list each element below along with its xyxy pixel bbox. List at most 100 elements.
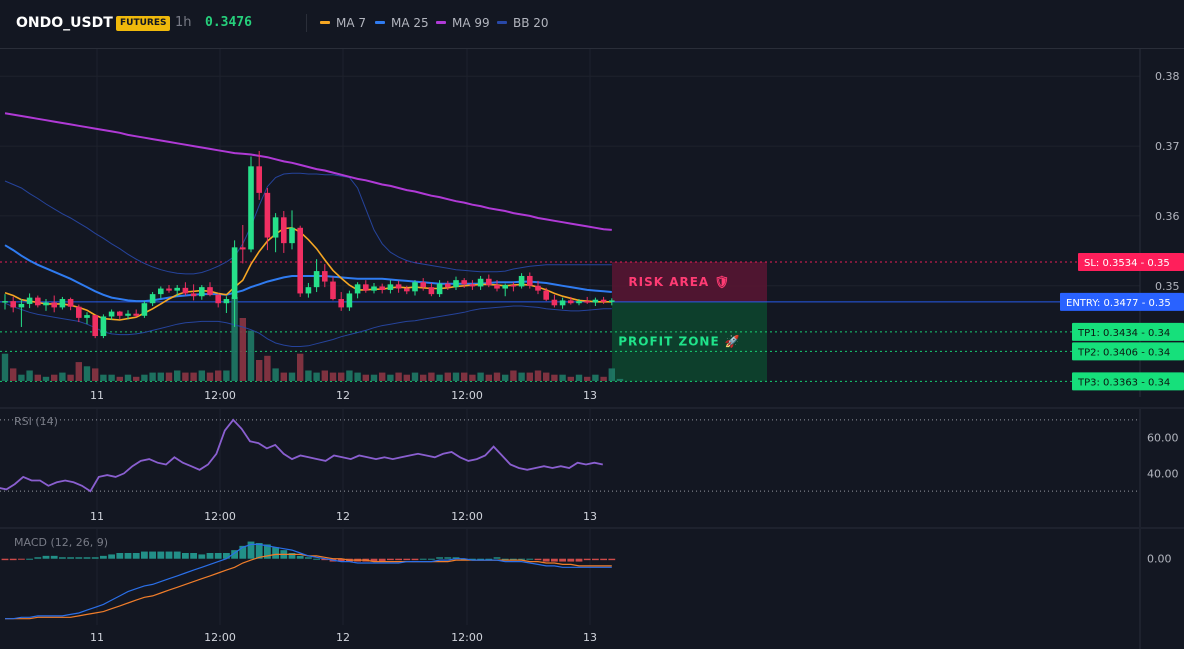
timeframe-label[interactable]: 1h — [175, 15, 192, 30]
volume-bar — [461, 372, 468, 381]
candle-body — [436, 283, 443, 295]
macd-histogram-bar — [67, 557, 74, 559]
legend-swatch — [436, 21, 446, 24]
candle-body — [568, 300, 574, 304]
candle-body — [313, 271, 320, 288]
candle-body — [494, 285, 500, 289]
candle-body — [272, 217, 279, 238]
macd-histogram-bar — [190, 553, 197, 559]
candle-body — [125, 313, 131, 316]
candle-body — [584, 301, 590, 303]
volume-bar — [584, 376, 591, 381]
macd-histogram-bar — [206, 553, 214, 559]
macd-histogram-bar — [173, 551, 181, 559]
legend-label: MA 99 — [452, 16, 490, 30]
candle-body — [158, 288, 164, 295]
legend-ma99[interactable]: MA 99 — [436, 15, 490, 31]
macd-histogram-bar — [116, 553, 124, 559]
macd-histogram-bar — [75, 557, 83, 559]
candle-body — [395, 284, 402, 289]
legend-swatch — [320, 21, 330, 24]
volume-bar — [477, 372, 484, 381]
macd-histogram-bar — [370, 558, 378, 562]
volume-bar — [26, 370, 33, 381]
macd-histogram-bar — [42, 555, 50, 559]
macd-axis-label: 0.00 — [1147, 553, 1172, 566]
price-chart[interactable]: 0.38 0.37 0.36 0.35 RISK AREA 🛡 PROFIT ZONE 🚀… — [0, 49, 1184, 649]
macd-histogram-bar — [518, 558, 525, 560]
candle-body — [543, 290, 549, 300]
time-axis-label: 12:00 — [451, 389, 483, 402]
macd-histogram-bar — [305, 557, 312, 559]
legend-bb20[interactable]: BB 20 — [497, 15, 549, 31]
rsi-pane[interactable]: 60.00 40.00 RSI (14) 11 12:00 12 12:00 13 — [0, 409, 1184, 529]
volume-bar — [239, 318, 246, 381]
macd-histogram-bar — [321, 558, 329, 561]
tp-level-text: TP1: 0.3434 - 0.34 — [1077, 328, 1170, 339]
macd-histogram-bar — [395, 558, 402, 561]
candle-body — [551, 299, 558, 306]
entry-level-text: ENTRY: 0.3477 - 0.35 — [1066, 298, 1171, 309]
risk-area-zone — [612, 262, 767, 302]
last-price: 0.3476 — [205, 15, 252, 30]
symbol-title[interactable]: ONDO_USDT — [16, 15, 113, 31]
time-axis-label: 13 — [583, 389, 597, 402]
volume-bar — [616, 378, 624, 381]
macd-histogram-bar — [419, 558, 427, 560]
candle-body — [289, 227, 295, 244]
volume-bar — [280, 372, 287, 381]
macd-histogram-bar — [428, 558, 435, 560]
candle-body — [264, 192, 271, 238]
legend-ma7[interactable]: MA 7 — [320, 15, 366, 31]
volume-bar — [551, 374, 558, 381]
volume-bar — [379, 372, 386, 381]
candle-body — [190, 293, 197, 297]
macd-histogram-bar — [551, 558, 558, 562]
macd-histogram-bar — [18, 558, 25, 560]
time-axis-label: 12:00 — [451, 510, 483, 523]
legend-ma25[interactable]: MA 25 — [375, 15, 429, 31]
candle-body — [248, 166, 254, 250]
candle-body — [2, 301, 8, 303]
macd-histogram-bar — [59, 557, 66, 559]
price-pane[interactable]: 0.38 0.37 0.36 0.35 RISK AREA 🛡 PROFIT ZONE 🚀… — [0, 49, 1184, 409]
candle-body — [297, 227, 303, 294]
volume-bar — [321, 370, 328, 381]
macd-histogram-bar — [592, 558, 599, 561]
volume-bar — [182, 372, 189, 381]
candle-body — [240, 247, 246, 250]
macd-histogram-bar — [485, 558, 493, 560]
volume-bar — [567, 376, 574, 381]
risk-area-label: RISK AREA 🛡 — [628, 275, 730, 289]
macd-pane[interactable]: 0.00 MACD (12, 26, 9) 11 12:00 12 12:00 13 — [1, 529, 1172, 649]
price-axis-label: 0.35 — [1155, 280, 1180, 293]
volume-bar — [108, 374, 115, 381]
candle-body — [281, 217, 287, 244]
candle-body — [609, 300, 615, 302]
volume-bar — [157, 372, 164, 381]
candle-body — [600, 299, 607, 302]
macd-histogram-bar — [542, 558, 550, 562]
candle-body — [404, 288, 410, 292]
macd-histogram-bar — [469, 558, 476, 560]
candle-body — [51, 302, 57, 308]
volume-bar — [420, 374, 427, 381]
macd-histogram-bar — [501, 558, 509, 560]
volume-bar — [174, 370, 181, 381]
candle-body — [486, 278, 492, 286]
volume-bar — [59, 372, 66, 381]
candle-body — [379, 286, 385, 290]
candle-body — [256, 166, 262, 193]
volume-bar — [100, 374, 107, 381]
candle-body — [108, 311, 115, 317]
rsi-line — [0, 418, 603, 493]
time-axis-label: 11 — [90, 510, 104, 523]
time-axis-label: 12:00 — [204, 510, 236, 523]
macd-histogram-bar — [272, 547, 279, 559]
time-axis-label: 12:00 — [451, 631, 483, 644]
candle-body — [76, 306, 82, 318]
volume-bar — [92, 368, 99, 381]
volume-bar — [452, 372, 460, 381]
macd-histogram-bar — [165, 551, 173, 559]
volume-bar — [362, 374, 369, 381]
